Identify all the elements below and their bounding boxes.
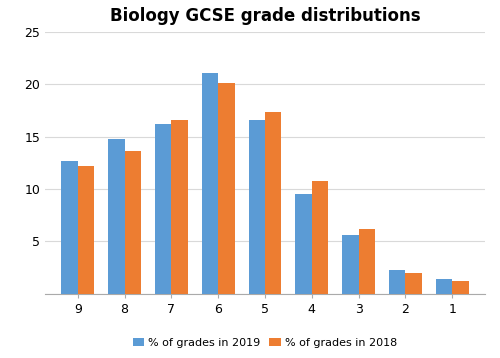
Bar <box>155 124 172 294</box>
Bar <box>342 235 358 294</box>
Title: Biology GCSE grade distributions: Biology GCSE grade distributions <box>110 7 420 25</box>
Bar <box>436 279 452 294</box>
Bar <box>265 112 281 294</box>
Bar <box>248 120 265 294</box>
Bar <box>124 151 141 294</box>
Bar <box>218 83 234 294</box>
Bar <box>108 139 124 294</box>
Bar <box>406 273 422 294</box>
Bar <box>296 194 312 294</box>
Bar <box>78 166 94 294</box>
Bar <box>312 181 328 294</box>
Bar <box>62 161 78 294</box>
Bar <box>172 120 188 294</box>
Bar <box>358 229 375 294</box>
Bar <box>202 73 218 294</box>
Bar <box>452 281 468 294</box>
Legend: % of grades in 2019, % of grades in 2018: % of grades in 2019, % of grades in 2018 <box>128 333 402 352</box>
Bar <box>389 270 406 294</box>
